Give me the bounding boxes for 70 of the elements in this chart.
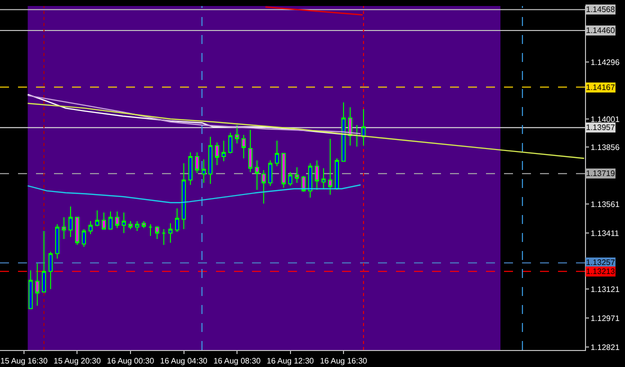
candlestick [188,152,193,186]
candlestick [128,220,133,230]
candlestick [194,152,200,174]
y-tick-label: 1.13856 [590,142,620,152]
ref-line-label: 1.13719 [586,169,616,178]
ref-line-label: 1.14568 [586,5,616,14]
candlestick [115,211,120,229]
candlestick [341,102,346,162]
candlestick [228,132,232,154]
candlestick [168,222,173,244]
candlestick [102,212,106,230]
candlestick [75,216,80,246]
ref-line-label: 1.14167 [586,83,616,92]
candlestick [214,142,220,166]
candlestick [88,220,93,235]
candlestick [208,136,213,184]
candlestick [281,152,286,188]
y-tick-label: 1.14001 [590,114,620,124]
x-tick-label: 16 Aug 08:30 [213,356,262,366]
ref-line-label: 1.14460 [586,26,616,35]
y-tick-label: 1.13561 [590,200,620,209]
candlestick [135,220,140,232]
candlestick [361,108,366,146]
candlestick [328,138,332,196]
candlestick [222,140,226,162]
candlestick [122,212,126,234]
x-tick-label: 15 Aug 20:30 [54,356,102,366]
candlestick [68,206,73,238]
candlestick [294,166,300,184]
x-tick-label: 15 Aug 16:30 [0,356,48,366]
candlestick [174,208,180,232]
y-tick-label: 1.12821 [590,342,620,352]
candlestick [254,160,260,190]
x-tick-label: 16 Aug 00:30 [106,356,155,366]
candlestick [274,140,280,167]
candlestick [62,216,66,240]
x-tick-label: 16 Aug 04:30 [160,356,208,366]
candlestick [242,134,246,159]
candlestick [182,162,186,230]
x-tick-label: 16 Aug 16:30 [320,356,368,366]
y-tick-label: 1.13121 [590,284,620,294]
ref-line-label: 1.13957 [586,123,616,132]
candlestick [154,226,160,240]
candlestick [288,172,292,186]
candlestick [48,251,53,290]
x-tick-label: 16 Aug 12:30 [266,356,314,366]
candlestick [55,224,60,260]
ref-line-label: 1.13257 [586,258,616,267]
candlestick [35,262,40,306]
candlestick [148,224,153,237]
candlestick [142,220,146,229]
candlestick [28,270,33,310]
candlestick [202,158,206,184]
candlestick [234,124,240,144]
candlestick [268,160,272,186]
ref-line-label: 1.13213 [586,267,616,276]
candlestick [108,211,113,230]
candlestick [262,170,266,204]
y-tick-label: 1.14296 [590,58,620,68]
candlestick [82,228,86,248]
y-tick-label: 1.12971 [590,314,620,323]
y-tick-label: 1.13411 [590,228,620,238]
candlestick [308,162,312,198]
candlestick [354,124,359,148]
candlestick [162,228,166,246]
candlestick [95,210,100,227]
candlestick [321,168,326,190]
candlestick [42,230,46,293]
candlestick [248,129,252,173]
candlestick [314,160,320,190]
